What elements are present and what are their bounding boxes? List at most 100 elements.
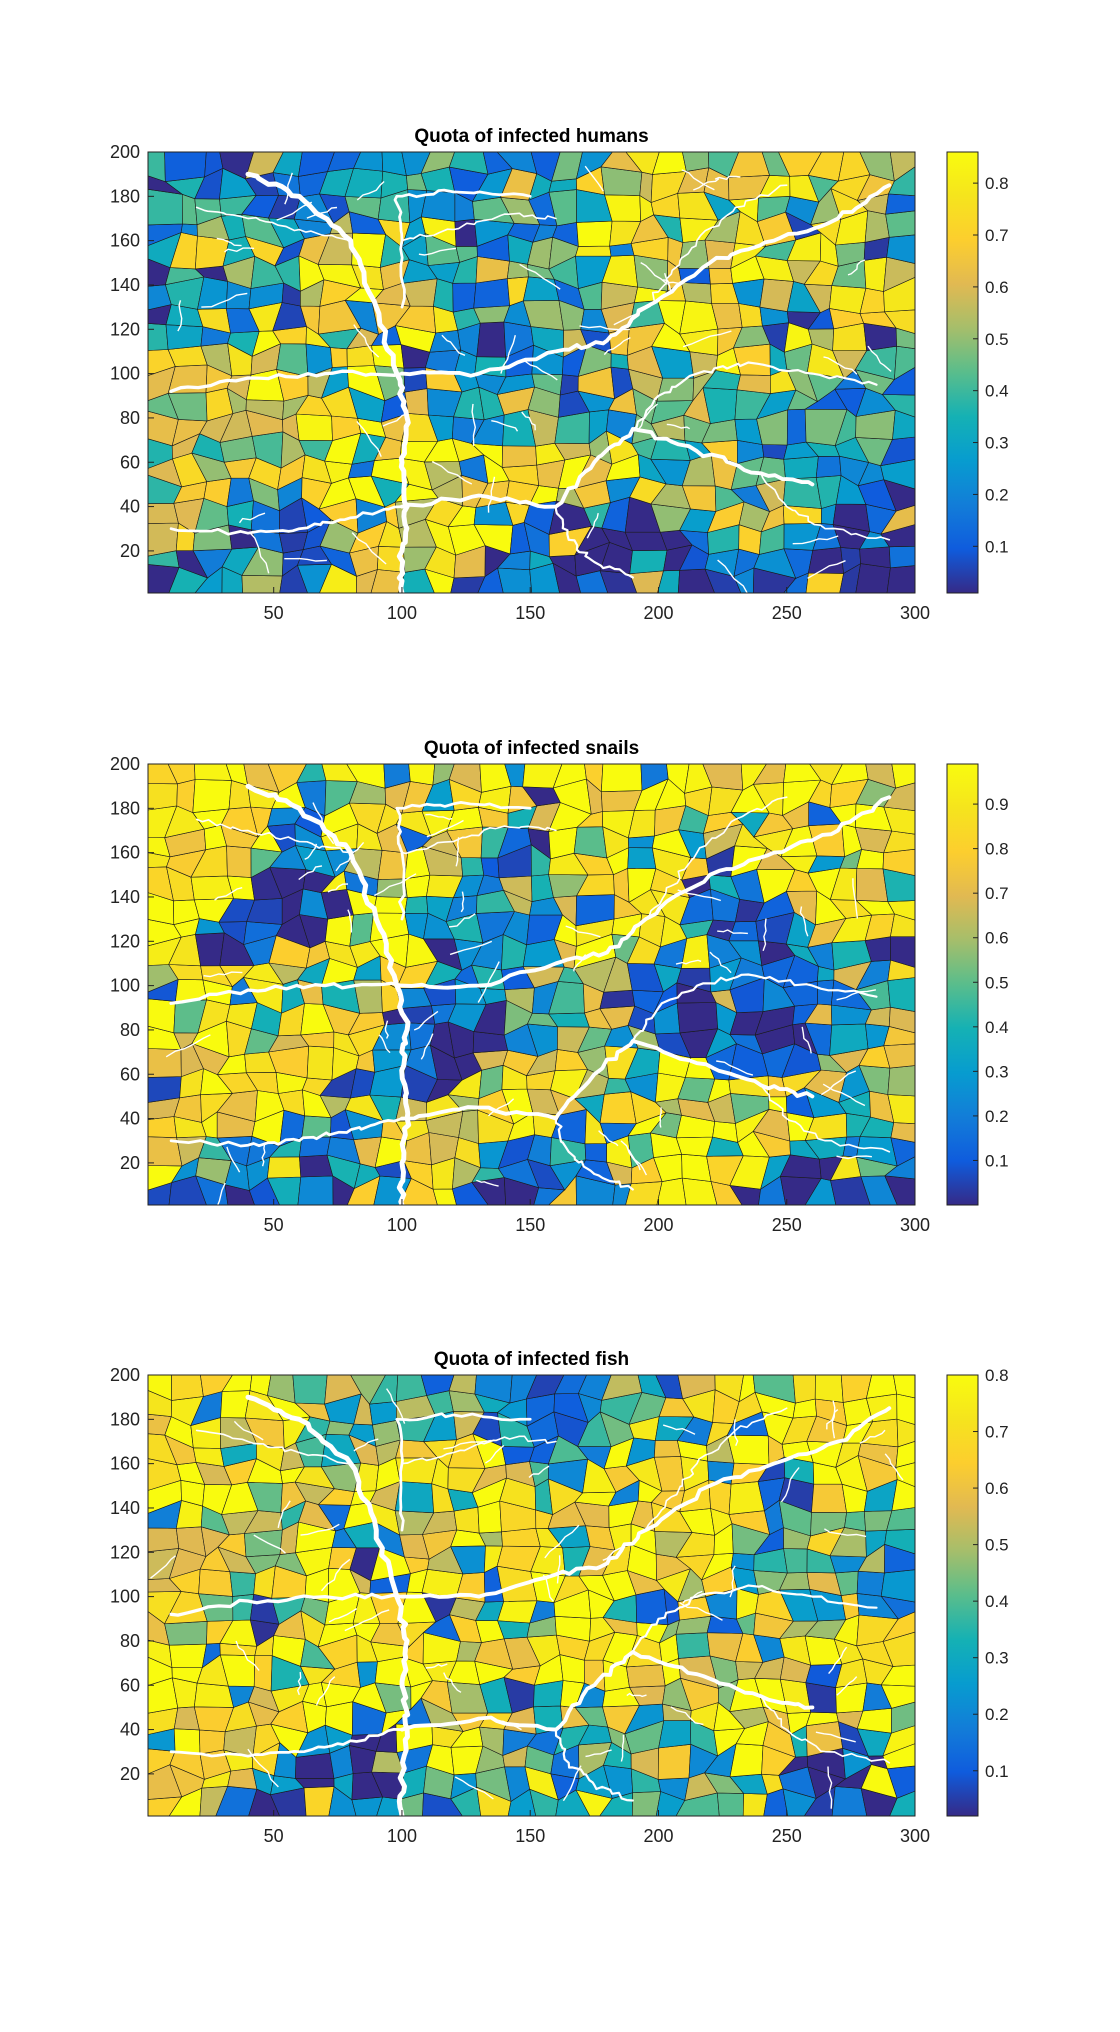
tributary [214, 887, 243, 901]
map-cell [740, 764, 767, 791]
map-cell [653, 1440, 682, 1458]
y-tick-label: 40 [120, 1109, 140, 1129]
y-tick-label: 120 [110, 1542, 140, 1562]
map-cell [888, 545, 915, 569]
map-cell [883, 782, 915, 812]
tributary [681, 169, 715, 191]
map-cell [383, 764, 411, 789]
river [760, 1695, 891, 1764]
map-cell [167, 764, 196, 785]
map-cell [530, 152, 561, 182]
river [245, 171, 411, 593]
map-cell [148, 1076, 182, 1103]
tributary [620, 1140, 641, 1171]
y-tick-label: 80 [120, 1631, 140, 1651]
map-cell [551, 152, 583, 182]
map-cell [815, 455, 842, 478]
tributary [216, 237, 242, 247]
panel-3: Quota of infected fish 50 100 150 200 250 300 2… [110, 1349, 1009, 1846]
map-cell [148, 1116, 178, 1139]
map-cell [576, 220, 613, 247]
y-tick-label: 180 [110, 186, 140, 206]
tributary [300, 1523, 340, 1536]
y-tick-label: 160 [110, 843, 140, 863]
map-cell [890, 1137, 915, 1167]
map-cell [480, 857, 500, 879]
tributary [487, 1098, 515, 1117]
river-network [169, 165, 892, 593]
map-cell [267, 1375, 296, 1404]
tributary [573, 954, 587, 972]
tributary [426, 819, 464, 838]
map-cell [479, 764, 512, 793]
map-cell [887, 959, 915, 981]
map-cell [866, 1375, 898, 1399]
tributary [836, 1676, 858, 1696]
tributary [226, 1146, 241, 1173]
map-cell [610, 353, 629, 370]
map-cell [831, 764, 869, 785]
tributary [670, 1706, 704, 1726]
map-cell [714, 1375, 744, 1403]
map-cell [497, 567, 533, 593]
map-cell [292, 1375, 328, 1405]
map-cell [880, 459, 915, 490]
map-cell [353, 152, 384, 172]
tributary [491, 420, 519, 432]
colorbar-tick-label: 0.4 [985, 1592, 1009, 1611]
map-cell [324, 1375, 362, 1405]
map-cell [624, 531, 668, 552]
tributary [328, 1608, 358, 1623]
map-cell [882, 868, 915, 902]
tributary [822, 1083, 866, 1107]
tributary [224, 247, 255, 253]
colorbar-tick-label: 0.8 [985, 1366, 1009, 1385]
map-cell [708, 152, 740, 178]
tributary [449, 940, 493, 956]
map-cell [226, 845, 252, 878]
map-cell [350, 1375, 386, 1405]
map-cell [886, 234, 915, 264]
river [401, 825, 557, 855]
colorbar-tick-label: 0.7 [985, 884, 1009, 903]
map-cell [244, 152, 284, 180]
tributary [353, 1438, 379, 1452]
tributary [626, 1692, 647, 1698]
tributary [659, 1107, 662, 1128]
tributary [378, 1034, 391, 1054]
map-cell [229, 1571, 256, 1597]
colorbar-tick-label: 0.5 [985, 973, 1009, 992]
map-cell [895, 1440, 915, 1468]
map-cell [448, 764, 482, 793]
catchment-map [148, 152, 915, 593]
map-cell [306, 1045, 335, 1081]
map-cell [573, 826, 608, 859]
map-cell [884, 1528, 915, 1555]
x-tick-label: 150 [515, 1826, 545, 1846]
y-tick-label: 20 [120, 1153, 140, 1173]
map-cell [716, 1792, 745, 1816]
map-cell [859, 152, 895, 182]
map-cell [883, 479, 915, 512]
tributary [556, 1555, 561, 1584]
tributary [384, 1020, 389, 1039]
x-tick-label: 200 [643, 1215, 673, 1235]
map-cell [890, 1122, 915, 1143]
map-cell [600, 152, 643, 173]
map-cell [401, 152, 431, 177]
map-cell [482, 152, 513, 175]
colorbar-tick-label: 0.6 [985, 929, 1009, 948]
x-tick-label: 150 [515, 603, 545, 623]
map-cell [453, 1506, 480, 1534]
colorbar-tick-label: 0.4 [985, 382, 1009, 401]
map-cell [829, 285, 867, 314]
tributary [491, 1717, 522, 1731]
map-cell [655, 1375, 684, 1400]
tributary [584, 165, 604, 192]
map-cell [267, 1156, 302, 1179]
river [644, 1407, 788, 1531]
map-cell [195, 932, 225, 967]
tributary [356, 420, 382, 457]
x-tick-label: 100 [387, 603, 417, 623]
tributary [284, 557, 327, 562]
